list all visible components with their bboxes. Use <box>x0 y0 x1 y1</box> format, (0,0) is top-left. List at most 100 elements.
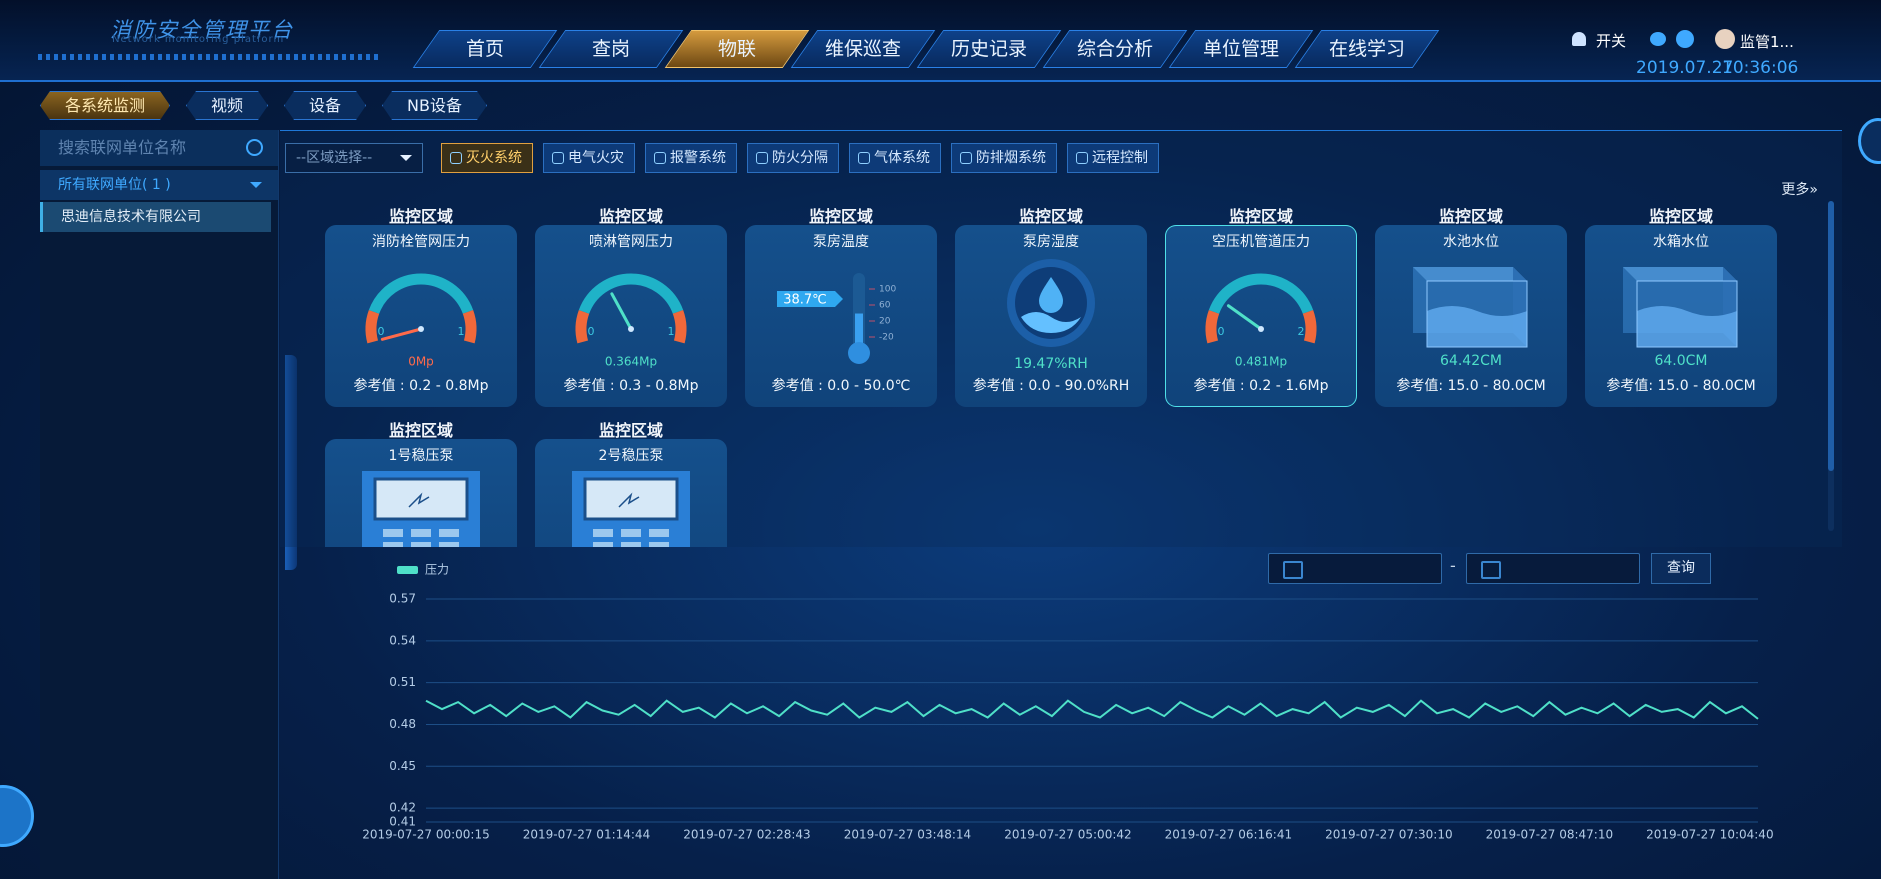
gauge-arc <box>672 310 687 344</box>
more-link[interactable]: 更多» <box>1781 182 1818 198</box>
nav-tab[interactable]: 历史记录 <box>916 30 1062 68</box>
value-label: 0.481Mp <box>1235 355 1287 369</box>
pump-signal <box>408 492 430 508</box>
tank-water <box>1427 306 1527 347</box>
y-tick-label: 0.48 <box>389 717 416 731</box>
sidebar: 搜索联网单位名称 所有联网单位( 1 ) 思迪信息技术有限公司 <box>40 130 279 879</box>
y-tick-label: 0.57 <box>389 592 416 606</box>
nav-tab[interactable]: 物联 <box>664 30 810 68</box>
sub-tabs: 各系统监测 视频 设备 NB设备 <box>40 91 487 120</box>
system-button[interactable]: 电气火灾 <box>543 143 635 173</box>
value-label: 38.7℃ <box>783 293 827 308</box>
end-date[interactable] <box>1466 553 1640 584</box>
side-widget[interactable] <box>1858 118 1881 164</box>
gauge-arc <box>578 273 684 314</box>
reading: 19.47%RH <box>1014 356 1088 372</box>
nav-tab[interactable]: 查岗 <box>538 30 684 68</box>
logo-title: 消防安全管理平台 <box>110 18 294 42</box>
system-button[interactable]: 远程控制 <box>1067 143 1159 173</box>
region-label: 监控区域 <box>388 421 453 440</box>
x-tick-label: 2019-07-27 00:00:15 <box>362 828 489 842</box>
nav-tab-label: 综合分析 <box>1076 38 1153 60</box>
pump-screen <box>373 477 469 521</box>
nav-tab[interactable]: 单位管理 <box>1168 30 1314 68</box>
gauge-hub <box>628 326 634 332</box>
scrollbar[interactable] <box>1828 201 1834 531</box>
unit-group[interactable]: 所有联网单位( 1 ) <box>40 170 278 200</box>
reading: 64.0CM <box>1654 353 1707 369</box>
card-name: 消防栓管网压力 <box>372 234 470 250</box>
nav-tab[interactable]: 首页 <box>412 30 558 68</box>
scroll-thumb[interactable] <box>1828 201 1834 471</box>
bell-icon[interactable] <box>1572 32 1586 46</box>
search-input[interactable]: 搜索联网单位名称 <box>40 130 278 166</box>
system-button[interactable]: 报警系统 <box>645 143 737 173</box>
sub-tab[interactable]: 设备 <box>284 91 366 120</box>
gauge-needle <box>380 327 423 341</box>
date-separator: - <box>1450 556 1456 575</box>
reference: 参考值: 15.0 - 80.0CM <box>1606 377 1755 394</box>
unit-item[interactable]: 思迪信息技术有限公司 <box>40 202 271 232</box>
monitor-card[interactable]: 水池水位 64.42CM 参考值: 15.0 - 80.0CM <box>1375 225 1567 407</box>
system-button[interactable]: 灭火系统 <box>441 143 533 173</box>
start-date[interactable] <box>1268 553 1442 584</box>
monitor-card[interactable]: 1号稳压泵 <box>325 439 517 547</box>
reference: 参考值 : 0.2 - 0.8Mp <box>353 377 488 394</box>
nav-tab-label: 查岗 <box>591 38 630 60</box>
monitor-card[interactable]: 泵房温度 100 60 20 -20 38.7℃ 参考值 : 0.0 - 50.0℃ <box>745 225 937 407</box>
monitor-card[interactable]: 泵房湿度 19.47%RH 参考值 : 0.0 - 90.0%RH <box>955 225 1147 407</box>
nav-tab-label: 物联 <box>717 38 756 60</box>
monitor-card[interactable]: 空压机管道压力 0 2 0.481Mp 参考值 : 0.2 - 1.6Mp <box>1165 225 1357 407</box>
gauge-min: 0 <box>1218 325 1225 338</box>
sub-tab[interactable]: 视频 <box>186 91 268 120</box>
system-button[interactable]: 防火分隔 <box>747 143 839 173</box>
region-select[interactable]: --区域选择-- <box>285 143 423 173</box>
gauge-min: 0 <box>588 325 595 338</box>
region-label: 监控区域 <box>388 207 453 226</box>
collapse-handle[interactable] <box>285 355 297 570</box>
sub-tab[interactable]: 各系统监测 <box>40 91 170 120</box>
monitor-card[interactable]: 2号稳压泵 <box>535 439 727 547</box>
gauge-min: 0 <box>378 325 385 338</box>
pump-button <box>621 542 641 547</box>
y-tick-label: 0.45 <box>389 759 416 773</box>
monitor-card[interactable]: 消防栓管网压力 0 1 0Mp 参考值 : 0.2 - 0.8Mp <box>325 225 517 407</box>
reading: 64.42CM <box>1440 353 1502 369</box>
pump-button <box>593 542 613 547</box>
gauge-needle <box>610 292 633 331</box>
region-label: 监控区域 <box>598 421 663 440</box>
card-name: 水箱水位 <box>1653 234 1709 250</box>
thermo-bulb <box>848 342 870 364</box>
users-icon[interactable] <box>1650 32 1666 46</box>
region-label: 监控区域 <box>808 207 873 226</box>
card-graphic: 喷淋管网压力 0 1 0.364Mp 参考值 : 0.3 - 0.8Mp <box>563 234 698 394</box>
nav-tab-label: 在线学习 <box>1328 38 1405 60</box>
nav-tab[interactable]: 综合分析 <box>1042 30 1188 68</box>
system-button[interactable]: 防排烟系统 <box>951 143 1057 173</box>
region-label: 监控区域 <box>598 207 663 226</box>
card-name: 2号稳压泵 <box>599 448 664 464</box>
nav-tab[interactable]: 在线学习 <box>1294 30 1440 68</box>
system-button[interactable]: 气体系统 <box>849 143 941 173</box>
gauge-arc <box>575 310 590 344</box>
reference: 参考值: 15.0 - 80.0CM <box>1396 377 1545 394</box>
switch-label[interactable]: 开关 <box>1596 32 1627 50</box>
gauge-arc <box>368 273 474 314</box>
user-name[interactable]: 监管1... <box>1740 33 1794 51</box>
query-button[interactable]: 查询 <box>1651 553 1711 584</box>
monitor-card[interactable]: 水箱水位 64.0CM 参考值: 15.0 - 80.0CM <box>1585 225 1777 407</box>
region-label: 监控区域 <box>1648 207 1713 226</box>
card-graphic: 泵房温度 100 60 20 -20 38.7℃ 参考值 : 0.0 - 50.0℃ <box>772 234 911 394</box>
avatar[interactable] <box>1715 29 1735 49</box>
monitor-panel: --区域选择-- 灭火系统 电气火灾 报警系统 防火分隔 气体系统 防排烟系统 远程控制 更… <box>280 130 1842 547</box>
card-name: 泵房温度 <box>813 234 869 250</box>
search-icon[interactable] <box>246 139 263 156</box>
monitor-card[interactable]: 喷淋管网压力 0 1 0.364Mp 参考值 : 0.3 - 0.8Mp <box>535 225 727 407</box>
theme-icon[interactable] <box>1676 30 1694 48</box>
sub-tab[interactable]: NB设备 <box>382 91 487 120</box>
x-tick-label: 2019-07-27 08:47:10 <box>1486 828 1613 842</box>
y-tick-label: 0.51 <box>389 675 416 689</box>
card-graphic: 空压机管道压力 0 2 0.481Mp 参考值 : 0.2 - 1.6Mp <box>1193 234 1328 394</box>
nav-tab[interactable]: 维保巡查 <box>790 30 936 68</box>
